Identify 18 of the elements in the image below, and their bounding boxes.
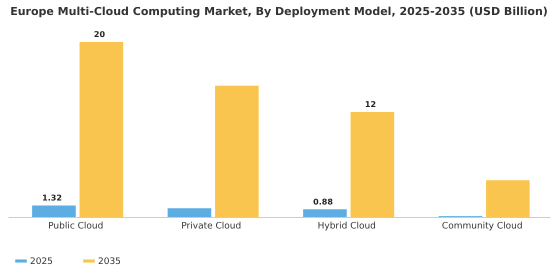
x-tick-label: Community Cloud <box>442 222 523 232</box>
data-label: 1.32 <box>42 193 62 202</box>
x-tick-label: Hybrid Cloud <box>318 222 376 232</box>
bar <box>215 86 259 217</box>
data-label: 20 <box>94 30 106 39</box>
chart-title: Europe Multi-Cloud Computing Market, By Deployment Model, 2025-2035 (USD Billion) <box>10 5 548 18</box>
legend-label: 2035 <box>98 257 121 267</box>
bar <box>32 205 76 217</box>
legend-label: 2025 <box>30 257 53 267</box>
x-tick-label: Private Cloud <box>181 222 242 232</box>
bar <box>80 42 124 217</box>
bar <box>350 112 394 217</box>
data-label: 0.88 <box>313 197 334 206</box>
bar <box>303 209 347 217</box>
x-tick-label: Public Cloud <box>48 222 104 232</box>
bar <box>486 180 530 217</box>
bar <box>168 208 212 217</box>
data-label: 12 <box>364 100 376 109</box>
